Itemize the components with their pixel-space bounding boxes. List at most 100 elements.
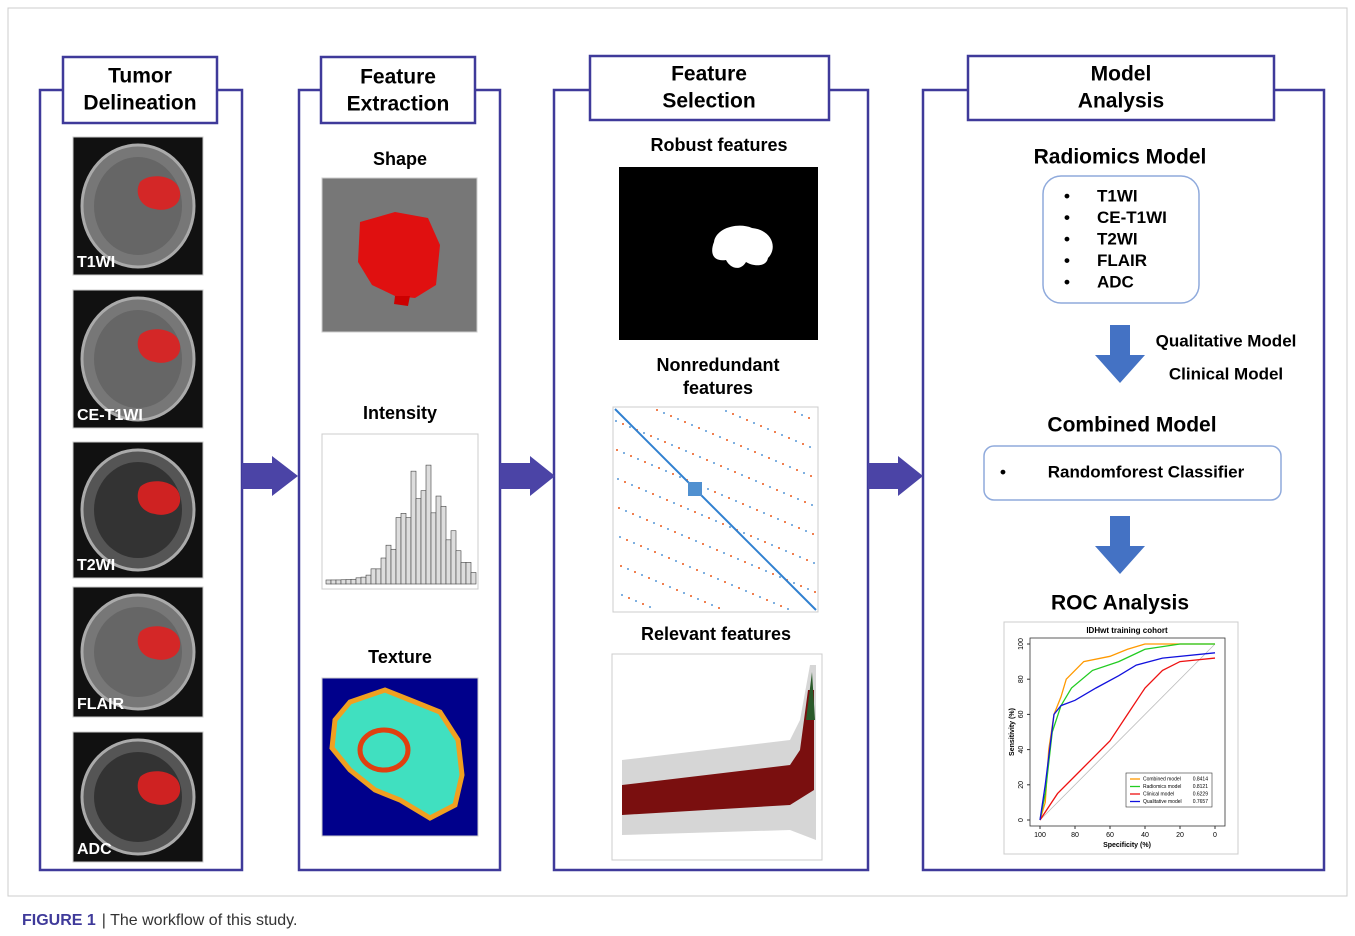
- matrix-cell: [768, 457, 770, 459]
- image-label: ADC: [77, 841, 112, 858]
- legend-auc: 0.7657: [1193, 799, 1209, 805]
- histogram-bar: [371, 569, 376, 584]
- histogram-bar: [391, 549, 396, 584]
- matrix-cell: [634, 571, 636, 573]
- matrix-cell: [737, 558, 739, 560]
- histogram-bar: [336, 580, 341, 584]
- matrix-cell: [668, 557, 670, 559]
- x-tick-label: 100: [1034, 832, 1046, 839]
- matrix-cell: [811, 504, 813, 506]
- histogram-bar: [451, 531, 456, 584]
- legend-label: Combined model: [1143, 776, 1181, 782]
- matrix-cell: [767, 428, 769, 430]
- matrix-cell: [748, 477, 750, 479]
- matrix-cell: [670, 415, 672, 417]
- histogram-bar: [461, 562, 466, 584]
- matrix-cell: [704, 601, 706, 603]
- x-tick-label: 0: [1213, 832, 1217, 839]
- matrix-cell: [648, 577, 650, 579]
- x-axis-label: Specificity (%): [1103, 842, 1151, 849]
- matrix-cell: [656, 409, 658, 411]
- matrix-cell: [714, 491, 716, 493]
- matrix-cell: [808, 417, 810, 419]
- matrix-cell: [706, 459, 708, 461]
- matrix-cell: [687, 508, 689, 510]
- legend-label: Qualitative model: [1143, 799, 1182, 805]
- legend-label: Radiomics model: [1143, 784, 1181, 790]
- model-name: Qualitative Model: [1156, 331, 1297, 350]
- legend-label: Clinical model: [1143, 791, 1174, 797]
- matrix-block: [688, 482, 702, 496]
- matrix-cell: [623, 452, 625, 454]
- matrix-cell: [740, 445, 742, 447]
- matrix-cell: [678, 447, 680, 449]
- matrix-cell: [694, 511, 696, 513]
- matrix-cell: [729, 526, 731, 528]
- matrix-cell: [716, 549, 718, 551]
- matrix-cell: [615, 420, 617, 422]
- histogram-bar: [366, 575, 371, 584]
- matrix-cell: [810, 475, 812, 477]
- matrix-cell: [794, 411, 796, 413]
- section-title: Combined Model: [1047, 414, 1216, 437]
- y-tick-label: 100: [1018, 638, 1025, 650]
- matrix-cell: [733, 442, 735, 444]
- matrix-cell: [660, 525, 662, 527]
- matrix-cell: [691, 424, 693, 426]
- model-item: T2WI: [1097, 229, 1138, 248]
- matrix-cell: [619, 536, 621, 538]
- matrix-cell: [756, 509, 758, 511]
- matrix-cell: [762, 483, 764, 485]
- matrix-cell: [802, 443, 804, 445]
- matrix-cell: [642, 603, 644, 605]
- legend-auc: 0.6229: [1193, 791, 1209, 797]
- matrix-cell: [626, 539, 628, 541]
- matrix-cell: [779, 576, 781, 578]
- matrix-cell: [724, 581, 726, 583]
- x-tick-label: 60: [1106, 832, 1114, 839]
- matrix-cell: [630, 455, 632, 457]
- matrix-cell: [776, 489, 778, 491]
- model-item: Randomforest Classifier: [1048, 462, 1245, 481]
- matrix-cell: [773, 602, 775, 604]
- matrix-cell: [680, 505, 682, 507]
- matrix-cell: [792, 553, 794, 555]
- image-label: CE-T1WI: [77, 407, 143, 424]
- matrix-cell: [760, 425, 762, 427]
- matrix-cell: [653, 522, 655, 524]
- matrix-cell: [701, 514, 703, 516]
- matrix-cell: [770, 515, 772, 517]
- down-arrow: [1095, 516, 1145, 574]
- matrix-cell: [763, 512, 765, 514]
- matrix-cell: [726, 439, 728, 441]
- matrix-cell: [616, 449, 618, 451]
- histogram-bar: [341, 580, 346, 584]
- matrix-cell: [744, 561, 746, 563]
- matrix-cell: [781, 434, 783, 436]
- y-tick-label: 0: [1018, 818, 1025, 822]
- matrix-cell: [681, 534, 683, 536]
- matrix-cell: [735, 500, 737, 502]
- bullet: •: [1064, 251, 1070, 270]
- matrix-cell: [688, 537, 690, 539]
- matrix-cell: [657, 438, 659, 440]
- matrix-cell: [685, 450, 687, 452]
- matrix-cell: [739, 416, 741, 418]
- matrix-cell: [795, 440, 797, 442]
- matrix-cell: [664, 441, 666, 443]
- matrix-cell: [807, 588, 809, 590]
- matrix-cell: [690, 595, 692, 597]
- matrix-cell: [709, 546, 711, 548]
- matrix-cell: [746, 419, 748, 421]
- histogram-bar: [326, 580, 331, 584]
- arrow: [500, 456, 555, 496]
- matrix-cell: [742, 503, 744, 505]
- matrix-cell: [641, 574, 643, 576]
- y-axis-label: Sensitivity (%): [1009, 708, 1016, 756]
- legend-auc: 0.8121: [1193, 784, 1209, 790]
- matrix-cell: [707, 488, 709, 490]
- histogram-bar: [466, 562, 471, 584]
- matrix-cell: [682, 563, 684, 565]
- matrix-cell: [643, 432, 645, 434]
